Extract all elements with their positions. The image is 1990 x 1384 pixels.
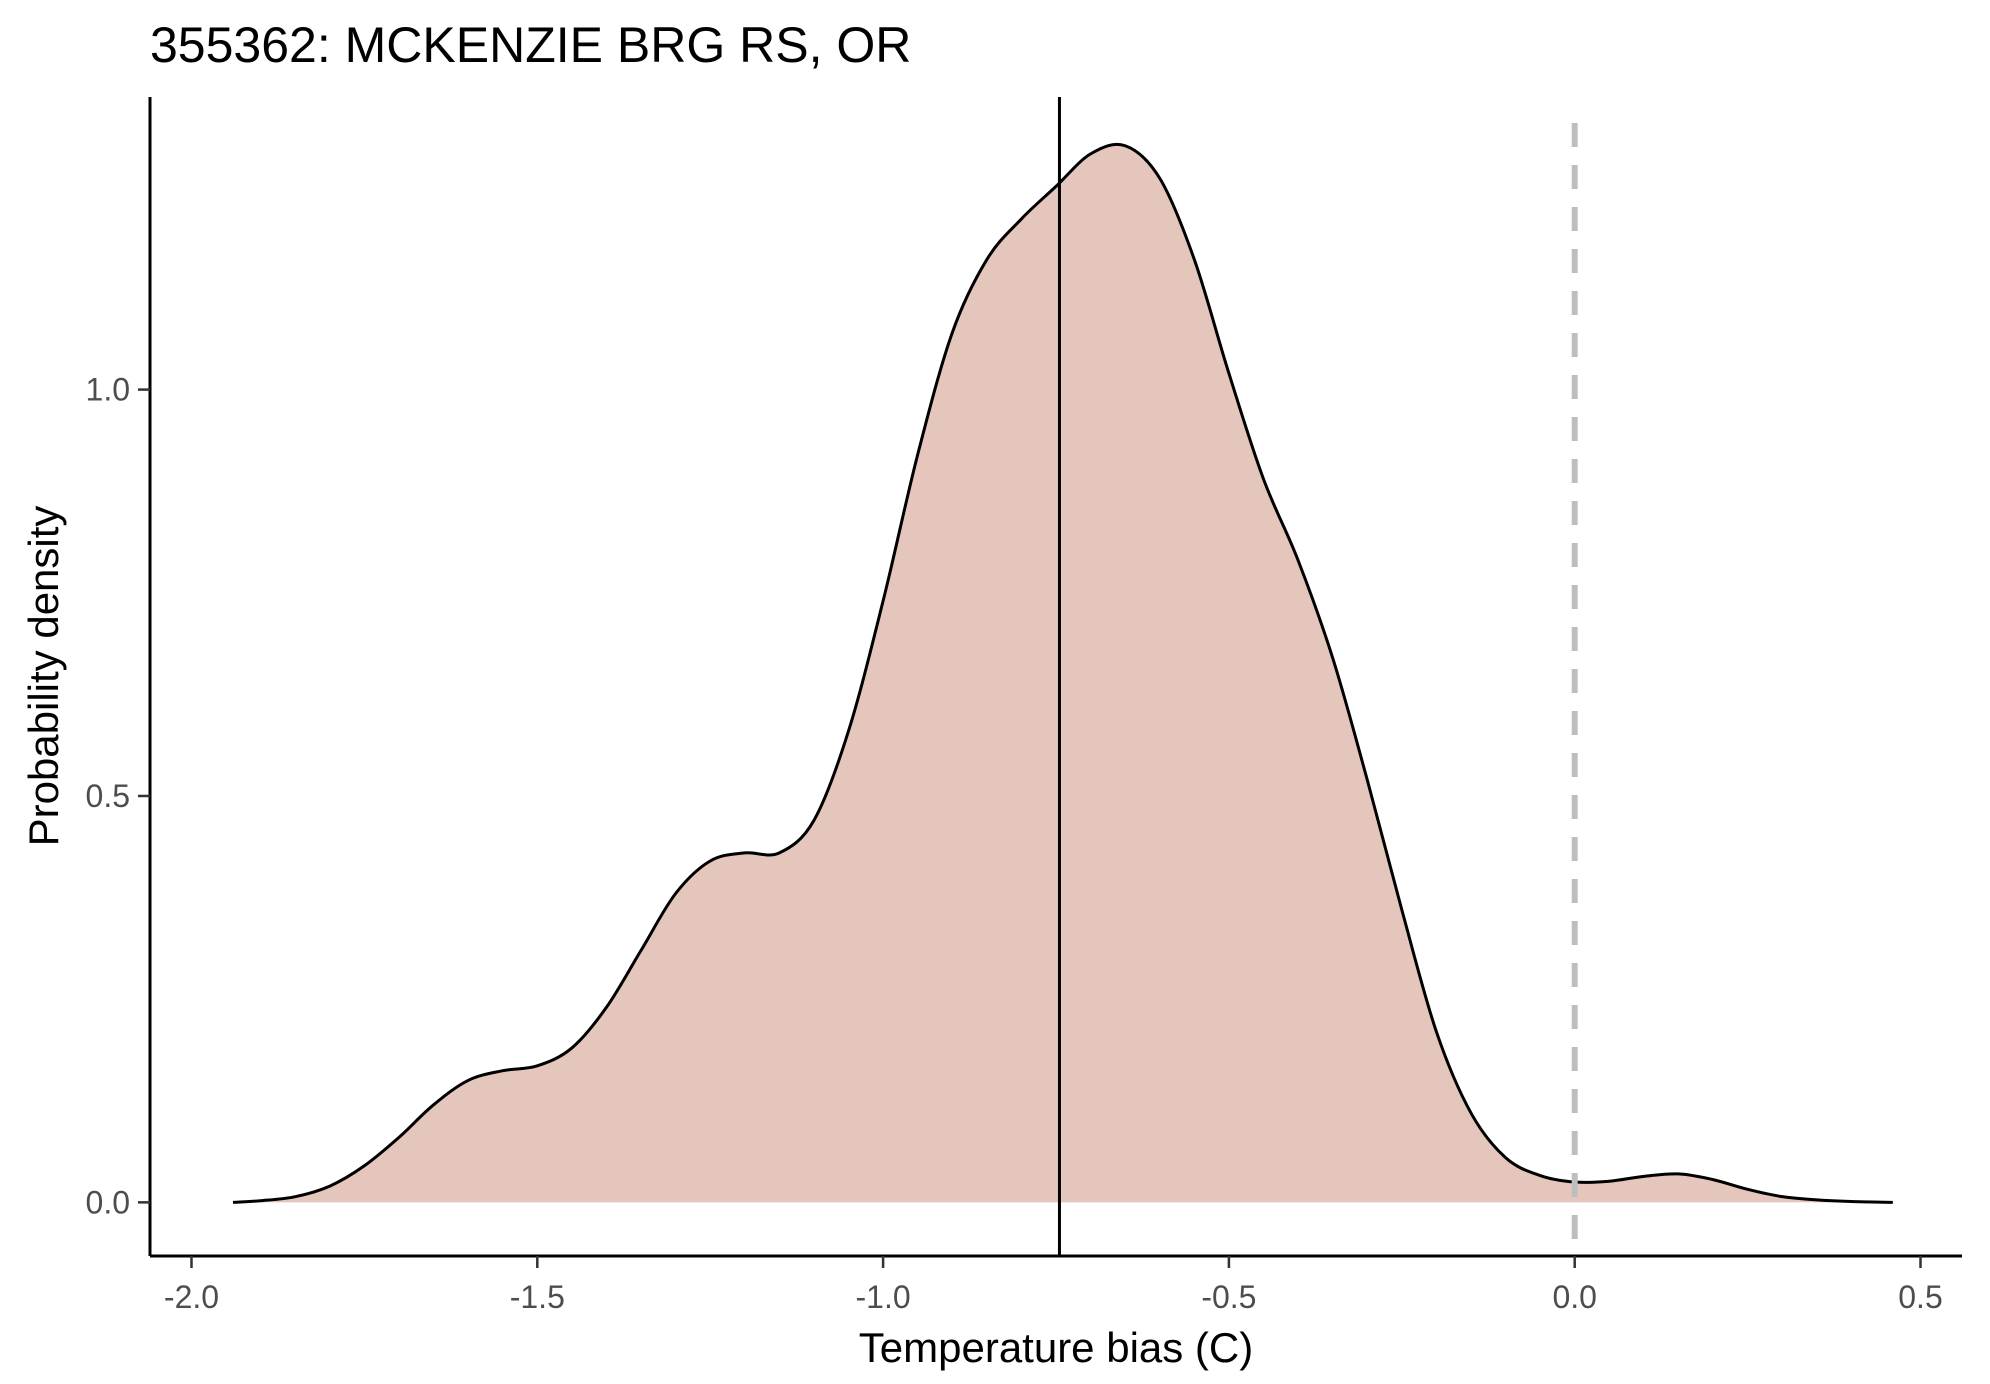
- y-axis-ticks: 0.0 0.5 1.0: [86, 372, 150, 1220]
- x-tick-label: 0.5: [1898, 1279, 1942, 1315]
- y-tick-label: 0.0: [86, 1184, 130, 1220]
- plot-area: [232, 97, 1893, 1256]
- chart-title: 355362: MCKENZIE BRG RS, OR: [150, 17, 911, 73]
- x-tick-label: -1.5: [510, 1279, 565, 1315]
- x-tick-label: -0.5: [1201, 1279, 1256, 1315]
- x-tick-label: 0.0: [1552, 1279, 1596, 1315]
- y-tick-label: 0.5: [86, 778, 130, 814]
- density-area: [232, 144, 1893, 1203]
- x-axis-title: Temperature bias (C): [859, 1324, 1253, 1371]
- x-axis-ticks: -2.0 -1.5 -1.0 -0.5 0.0 0.5: [164, 1256, 1943, 1315]
- y-tick-label: 1.0: [86, 372, 130, 408]
- x-tick-label: -1.0: [856, 1279, 911, 1315]
- x-tick-label: -2.0: [164, 1279, 219, 1315]
- y-axis-title: Probability density: [20, 506, 67, 847]
- density-curve: [232, 142, 1893, 1204]
